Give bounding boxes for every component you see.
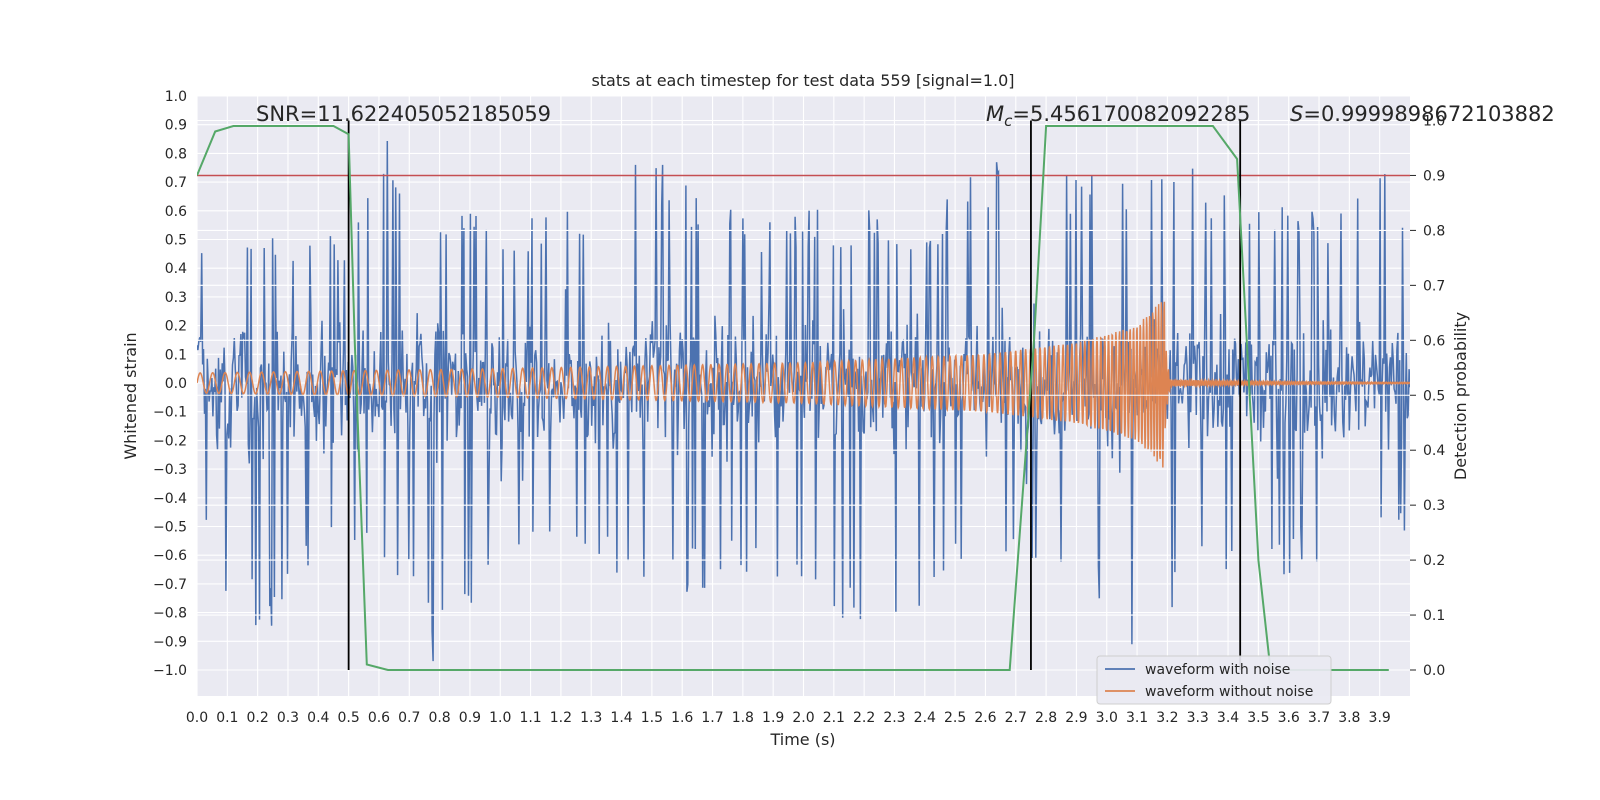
y-tick-label: −0.6: [153, 548, 187, 564]
y2-tick-labels: 1.0 0.9 0.8 0.7 0.6 0.5 0.4 0.3 0.2 0.1 0.0: [1410, 114, 1445, 679]
x-tick-label: 2.5: [944, 710, 966, 726]
y-tick-label: −0.2: [153, 433, 187, 449]
x-tick-label: 0.4: [307, 710, 329, 726]
x-tick-label: 0.9: [459, 710, 481, 726]
x-tick-label: 1.5: [641, 710, 663, 726]
y2-tick-label: 0.2: [1423, 553, 1445, 569]
x-tick-label: 3.1: [1126, 710, 1148, 726]
chirp-mass-subscript: c: [1004, 112, 1013, 130]
y2-tick-label: 0.8: [1423, 223, 1445, 239]
chirp-mass-value: =5.456170082092285: [1012, 102, 1250, 126]
x-axis-label: Time (s): [769, 730, 835, 749]
x-tick-label: 1.8: [732, 710, 754, 726]
y-tick-label: 0.3: [165, 290, 187, 306]
y2-tick-label: 1.0: [1423, 114, 1445, 130]
x-tick-label: 0.0: [186, 710, 208, 726]
y-tick-label: 0.7: [165, 175, 187, 191]
x-tick-label: 1.0: [489, 710, 511, 726]
chirp-mass-symbol: M: [986, 102, 1004, 126]
x-tick-label: 2.8: [1035, 710, 1057, 726]
x-tick-label: 2.1: [823, 710, 845, 726]
y2-axis-label: Detection probability: [1451, 312, 1470, 480]
chirp-line: [197, 301, 1410, 468]
y-tick-label: 0.9: [165, 118, 187, 134]
x-tick-label: 1.9: [762, 710, 784, 726]
series-waveform-without-noise: [197, 301, 1410, 468]
x-tick-label: 3.5: [1247, 710, 1269, 726]
y2-tick-label: 0.9: [1423, 168, 1445, 184]
x-tick-label: 3.8: [1338, 710, 1360, 726]
x-tick-label: 2.3: [883, 710, 905, 726]
x-tick-label: 3.4: [1217, 710, 1239, 726]
y-tick-label: −0.5: [153, 520, 187, 536]
y-tick-label: 0.8: [165, 146, 187, 162]
snr-annotation: SNR=11.622405052185059: [256, 102, 551, 126]
chart-title: stats at each timestep for test data 559…: [591, 71, 1014, 90]
y-tick-label: 1.0: [165, 89, 187, 105]
x-tick-label: 2.7: [1005, 710, 1027, 726]
score-annotation: S=0.9999898672103882: [1290, 102, 1555, 126]
y2-tick-label: 0.3: [1423, 498, 1445, 514]
y-tick-label: −0.8: [153, 606, 187, 622]
y2-tick-label: 0.6: [1423, 333, 1445, 349]
legend: waveform with noise waveform without noi…: [1096, 655, 1332, 705]
y-tick-label: 0.0: [165, 376, 187, 392]
x-tick-label: 3.9: [1369, 710, 1391, 726]
y-tick-label: −0.3: [153, 462, 187, 478]
y2-tick-label: 0.7: [1423, 278, 1445, 294]
y-tick-label: 0.4: [165, 261, 187, 277]
x-tick-label: 0.2: [247, 710, 269, 726]
x-tick-label: 2.2: [853, 710, 875, 726]
legend-label-noise: waveform with noise: [1145, 662, 1290, 678]
x-tick-label: 0.1: [216, 710, 238, 726]
y-tick-label: −0.1: [153, 405, 187, 421]
y-tick-label: 0.6: [165, 204, 187, 220]
legend-box: [1096, 655, 1332, 705]
series-detection-probability: [197, 125, 1389, 671]
x-tick-label: 2.9: [1065, 710, 1087, 726]
x-tick-label: 3.2: [1156, 710, 1178, 726]
x-tick-label: 0.3: [277, 710, 299, 726]
y-tick-label: 0.5: [165, 233, 187, 249]
y-tick-label: 0.1: [165, 347, 187, 363]
x-tick-label: 0.7: [398, 710, 420, 726]
y2-tick-label: 0.0: [1423, 663, 1445, 679]
x-tick-label: 1.1: [519, 710, 541, 726]
x-tick-label: 0.5: [337, 710, 359, 726]
x-tick-label: 0.8: [428, 710, 450, 726]
x-tick-label: 1.2: [550, 710, 572, 726]
y2-tick-label: 0.4: [1423, 443, 1445, 459]
score-symbol: S: [1290, 102, 1303, 126]
x-tick-label: 1.3: [580, 710, 602, 726]
x-tick-label: 0.6: [368, 710, 390, 726]
x-tick-label: 1.7: [701, 710, 723, 726]
score-value: =0.9999898672103882: [1303, 102, 1554, 126]
y-tick-label: −0.4: [153, 491, 187, 507]
x-tick-label: 3.7: [1308, 710, 1330, 726]
legend-label-no-noise: waveform without noise: [1145, 684, 1313, 700]
y2-tick-label: 0.1: [1423, 608, 1445, 624]
y-tick-label: −0.7: [153, 577, 187, 593]
y-tick-label: 0.2: [165, 319, 187, 335]
y-tick-labels: 1.0 0.9 0.8 0.7 0.6 0.5 0.4 0.3 0.2 0.1 0.0 −0.1 −0.…: [153, 89, 187, 679]
chirp-mass-annotation: Mc=5.456170082092285: [986, 102, 1250, 130]
probability-line: [197, 125, 1389, 671]
x-tick-label: 3.3: [1187, 710, 1209, 726]
x-tick-label: 2.6: [974, 710, 996, 726]
y-tick-label: −1.0: [153, 663, 187, 679]
x-tick-label: 3.0: [1096, 710, 1118, 726]
y-tick-label: −0.9: [153, 634, 187, 650]
x-tick-label: 2.4: [914, 710, 936, 726]
x-tick-label: 1.4: [610, 710, 632, 726]
x-tick-label: 3.6: [1278, 710, 1300, 726]
y2-tick-label: 0.5: [1423, 388, 1445, 404]
x-tick-labels: 0.0 0.1 0.2 0.3 0.4 0.5 0.6 0.7 0.8 0.9 1.0 1.1 1.2 1…: [186, 710, 1391, 726]
x-tick-label: 2.0: [792, 710, 814, 726]
x-tick-label: 1.6: [671, 710, 693, 726]
y-axis-label: Whitened strain: [121, 332, 140, 459]
